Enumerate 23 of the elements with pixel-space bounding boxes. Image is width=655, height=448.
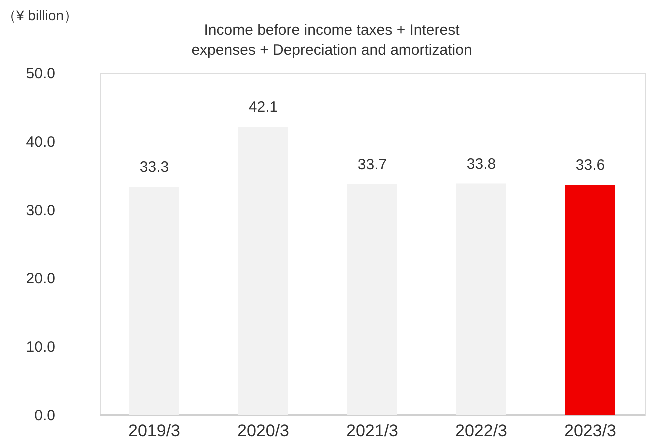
y-tick-label: 10.0 xyxy=(26,339,56,356)
x-tick-label: 2022/3 xyxy=(456,422,508,440)
bar xyxy=(130,187,180,415)
x-tick-label: 2023/3 xyxy=(564,422,616,440)
y-tick-label: 0.0 xyxy=(34,408,56,424)
y-tick-label: 40.0 xyxy=(26,134,56,151)
data-label: 33.8 xyxy=(466,156,496,173)
y-tick-label: 30.0 xyxy=(26,202,56,220)
data-label: 33.3 xyxy=(140,159,170,176)
bar xyxy=(348,184,398,415)
chart-title: Income before income taxes + Interest expenses + Depreciation and amortization xyxy=(192,22,472,59)
data-label: 42.1 xyxy=(248,99,278,116)
x-tick-label: 2020/3 xyxy=(238,422,290,440)
data-label: 33.6 xyxy=(576,157,606,174)
y-tick-label: 20.0 xyxy=(26,270,56,288)
bar xyxy=(566,185,616,415)
data-label: 33.7 xyxy=(358,156,388,174)
y-tick-label: 50.0 xyxy=(26,66,56,82)
x-tick-label: 2021/3 xyxy=(346,422,398,440)
x-tick-label: 2019/3 xyxy=(128,422,180,440)
bar xyxy=(238,127,288,415)
bar xyxy=(456,184,506,415)
y-axis-title: （¥ billion） xyxy=(2,8,78,24)
